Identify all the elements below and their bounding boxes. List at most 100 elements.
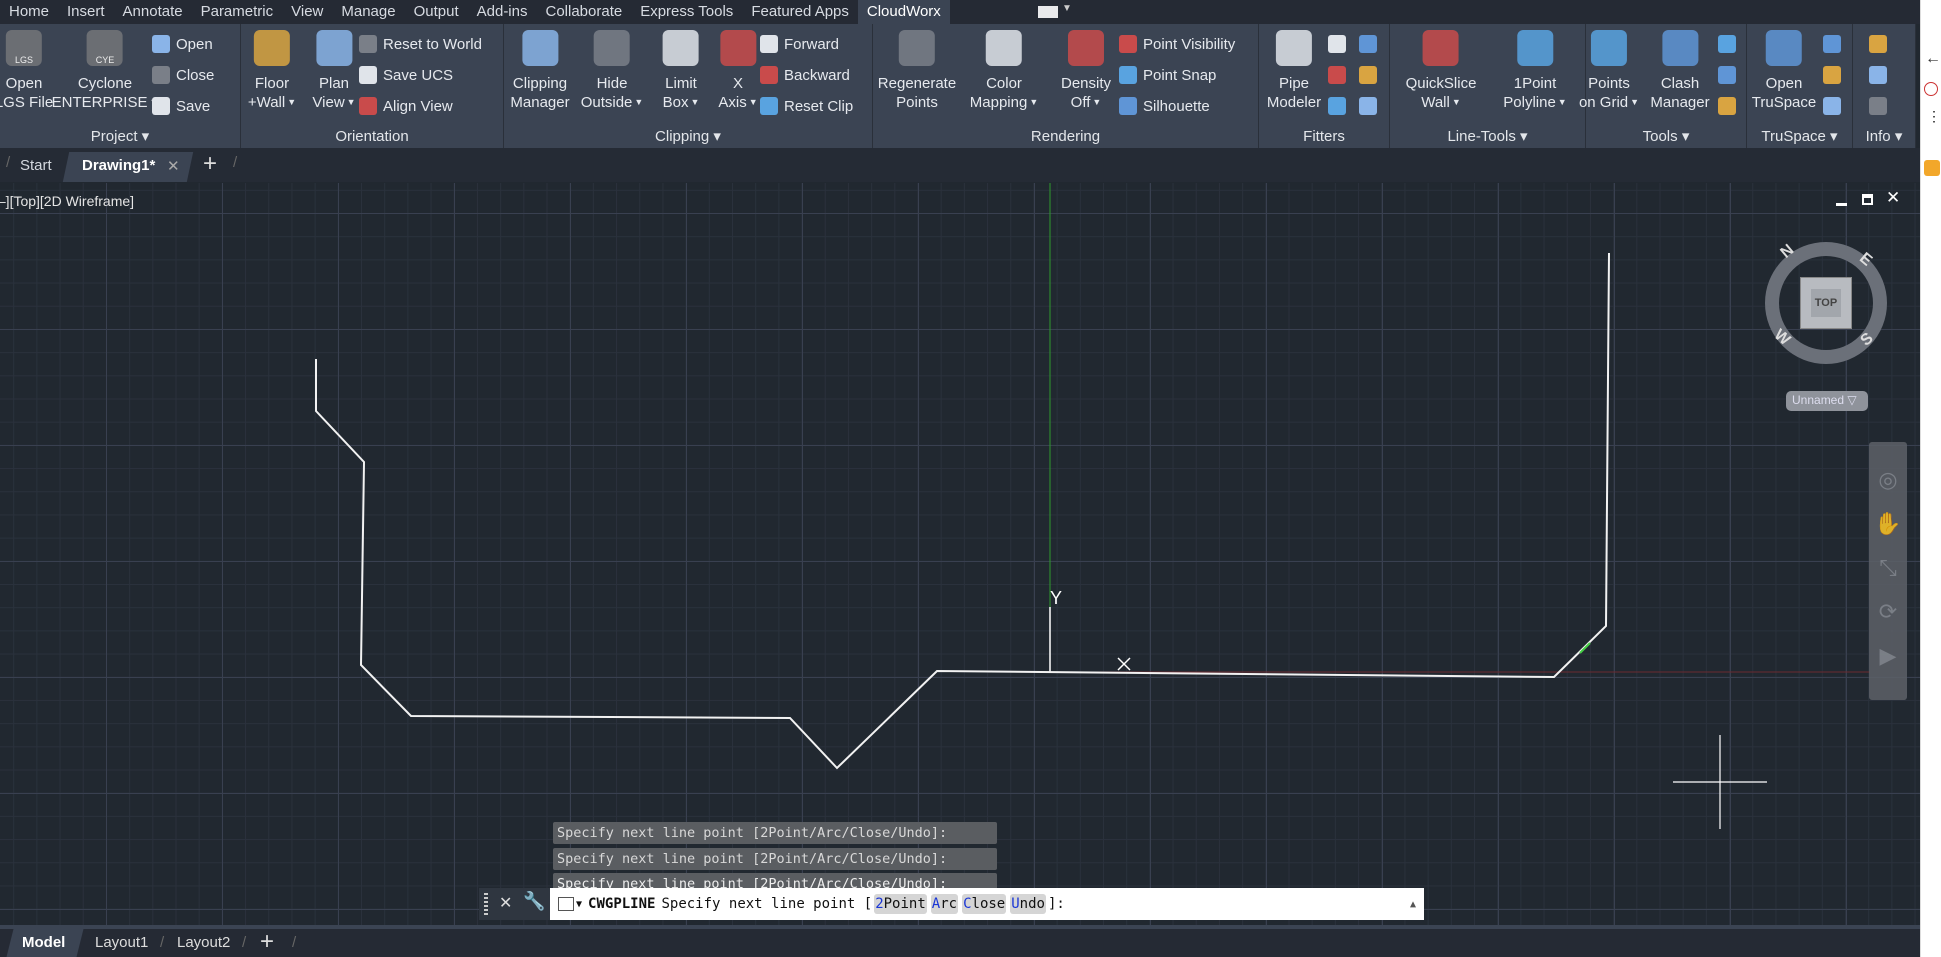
- panel-label[interactable]: Clipping ▾: [504, 127, 872, 145]
- tab-layout2[interactable]: Layout2: [177, 934, 231, 951]
- zoom-icon[interactable]: ⤡: [1879, 555, 1897, 580]
- ribbon-tab-collaborate[interactable]: Collaborate: [545, 3, 623, 20]
- alert-icon[interactable]: [1869, 64, 1893, 86]
- chevron-down-icon[interactable]: ▾: [709, 128, 721, 145]
- save-button[interactable]: Save: [152, 95, 210, 117]
- limit-box-button[interactable]: Limit Box ▼: [663, 30, 700, 112]
- option-2point[interactable]: 2Point: [874, 894, 927, 914]
- customize-wrench-icon[interactable]: 🔧: [523, 891, 546, 911]
- ribbon-tab-featured-apps[interactable]: Featured Apps: [751, 3, 849, 20]
- steel-fit-icon[interactable]: [1359, 33, 1383, 55]
- elbow-fit-icon[interactable]: [1328, 95, 1352, 117]
- close-viewport-icon[interactable]: ✕: [1886, 188, 1901, 207]
- showmotion-icon[interactable]: ▶: [1879, 643, 1897, 668]
- close-file-button[interactable]: Close: [152, 64, 214, 86]
- app-icon[interactable]: [1924, 160, 1940, 176]
- truspace-pin-icon[interactable]: [1823, 64, 1847, 86]
- truspace-button[interactable]: Open TruSpace: [1752, 30, 1816, 112]
- chevron-down-icon[interactable]: ▾: [1677, 128, 1690, 145]
- chevron-down-icon[interactable]: ▾: [1890, 128, 1903, 145]
- info-icon[interactable]: [1869, 95, 1893, 117]
- plan-view-button[interactable]: Plan View ▼: [312, 30, 356, 112]
- ribbon-tab-view[interactable]: View: [291, 3, 324, 20]
- cylinder-fit-icon[interactable]: [1328, 33, 1352, 55]
- sphere-fit-icon[interactable]: [1359, 64, 1383, 86]
- command-input[interactable]: ▼ CWGPLINE Specify next line point [ 2Po…: [550, 888, 1424, 920]
- tab-model[interactable]: Model: [22, 934, 66, 951]
- panel-label[interactable]: Fitters: [1259, 128, 1389, 145]
- tab-layout1[interactable]: Layout1: [95, 934, 149, 951]
- ribbon-tab-parametric[interactable]: Parametric: [200, 3, 274, 20]
- chevron-down-icon[interactable]: ▼: [576, 898, 583, 910]
- scan-icon[interactable]: [1718, 33, 1742, 55]
- drag-handle[interactable]: [484, 893, 488, 915]
- reset-world-button[interactable]: Reset to World: [359, 33, 482, 55]
- hide-outside-button[interactable]: Hide Outside ▼: [581, 30, 643, 112]
- viewcube-top-face[interactable]: TOP: [1810, 289, 1842, 317]
- dropdown-arrow-icon[interactable]: ▼: [1451, 97, 1461, 107]
- orbit-icon[interactable]: ⟳: [1878, 599, 1898, 624]
- panel-label[interactable]: TruSpace ▾: [1747, 127, 1852, 145]
- light-icon[interactable]: [1718, 64, 1742, 86]
- ribbon-tab-annotate[interactable]: Annotate: [122, 3, 183, 20]
- panel-label[interactable]: Orientation: [241, 128, 503, 145]
- reset-clip-button[interactable]: Reset Clip: [760, 95, 853, 117]
- chevron-down-icon[interactable]: ▾: [1515, 128, 1528, 145]
- dropdown-arrow-icon[interactable]: ▼: [346, 97, 356, 107]
- dropdown-arrow-icon[interactable]: ▼: [287, 97, 297, 107]
- minimize-viewport-icon[interactable]: [1836, 203, 1847, 206]
- chevron-down-icon[interactable]: ▾: [1825, 128, 1838, 145]
- dropdown-arrow-icon[interactable]: ▼: [1630, 97, 1640, 107]
- extension-icon[interactable]: [1924, 82, 1938, 96]
- new-tab-button[interactable]: +: [203, 150, 218, 177]
- ribbon-tab-cloudworx[interactable]: CloudWorx: [857, 0, 950, 24]
- panel-label[interactable]: Rendering: [873, 128, 1258, 145]
- chevron-down-icon[interactable]: ▾: [137, 128, 150, 145]
- color-mapping-button[interactable]: Color Mapping ▼: [970, 30, 1038, 112]
- workspace-icon[interactable]: [1038, 6, 1058, 18]
- forward-button[interactable]: Forward: [760, 33, 839, 55]
- dropdown-arrow-icon[interactable]: ▼: [1557, 97, 1567, 107]
- save-ucs-button[interactable]: Save UCS: [359, 64, 453, 86]
- panel-label[interactable]: Tools ▾: [1586, 127, 1746, 145]
- chevron-down-icon[interactable]: ▼: [1062, 3, 1072, 14]
- clipping-manager-button[interactable]: Clipping Manager: [510, 30, 570, 112]
- steering-wheel-icon[interactable]: ◎: [1878, 467, 1898, 492]
- ribbon-tab-manage[interactable]: Manage: [341, 3, 396, 20]
- tab-start[interactable]: Start: [20, 157, 52, 174]
- panel-label[interactable]: Project ▾: [0, 127, 240, 145]
- density-off-button[interactable]: Density Off ▼: [1061, 30, 1111, 112]
- navigation-bar[interactable]: ◎ ✋ ⤡ ⟳ ▶: [1869, 442, 1907, 700]
- panel-label[interactable]: Line-Tools ▾: [1390, 127, 1585, 145]
- dropdown-arrow-icon[interactable]: ▼: [748, 97, 758, 107]
- target-icon[interactable]: [1718, 95, 1742, 117]
- tab-drawing1[interactable]: Drawing1*: [82, 157, 156, 174]
- silhouette-button[interactable]: Silhouette: [1119, 95, 1210, 117]
- dropdown-arrow-icon[interactable]: ▼: [1092, 97, 1102, 107]
- pan-icon[interactable]: ✋: [1874, 511, 1902, 536]
- new-layout-button[interactable]: +: [260, 928, 275, 955]
- point-visibility-button[interactable]: Point Visibility: [1119, 33, 1235, 55]
- drawing-viewport[interactable]: [–][Top][2D Wireframe] ✕ Y TOP N E S W U…: [0, 183, 1920, 925]
- viewcube[interactable]: TOP: [1800, 277, 1852, 329]
- ribbon-tab-express-tools[interactable]: Express Tools: [640, 3, 734, 20]
- close-command-line-icon[interactable]: ✕: [499, 895, 513, 912]
- option-close[interactable]: Close: [962, 894, 1007, 914]
- dropdown-arrow-icon[interactable]: ▼: [1029, 97, 1039, 107]
- lgs-button[interactable]: LGS Open LGS File: [0, 30, 53, 112]
- backward-button[interactable]: Backward: [760, 64, 850, 86]
- option-undo[interactable]: Undo: [1010, 894, 1046, 914]
- points-grid-button[interactable]: Points on Grid ▼: [1579, 30, 1639, 112]
- ucs-menu[interactable]: Unnamed ▽: [1786, 391, 1868, 411]
- open-folder-button[interactable]: Open: [152, 33, 213, 55]
- help-icon[interactable]: [1869, 33, 1893, 55]
- regenerate-points-button[interactable]: Regenerate Points: [878, 30, 956, 112]
- dropdown-arrow-icon[interactable]: ▼: [690, 97, 700, 107]
- command-prompt-icon[interactable]: [558, 897, 574, 911]
- align-view-button[interactable]: Align View: [359, 95, 453, 117]
- polyline-button[interactable]: 1Point Polyline ▼: [1503, 30, 1567, 112]
- ribbon-tab-output[interactable]: Output: [413, 3, 459, 20]
- floor-wall-button[interactable]: Floor +Wall ▼: [248, 30, 296, 112]
- viewport-controls-label[interactable]: [–][Top][2D Wireframe]: [0, 193, 135, 209]
